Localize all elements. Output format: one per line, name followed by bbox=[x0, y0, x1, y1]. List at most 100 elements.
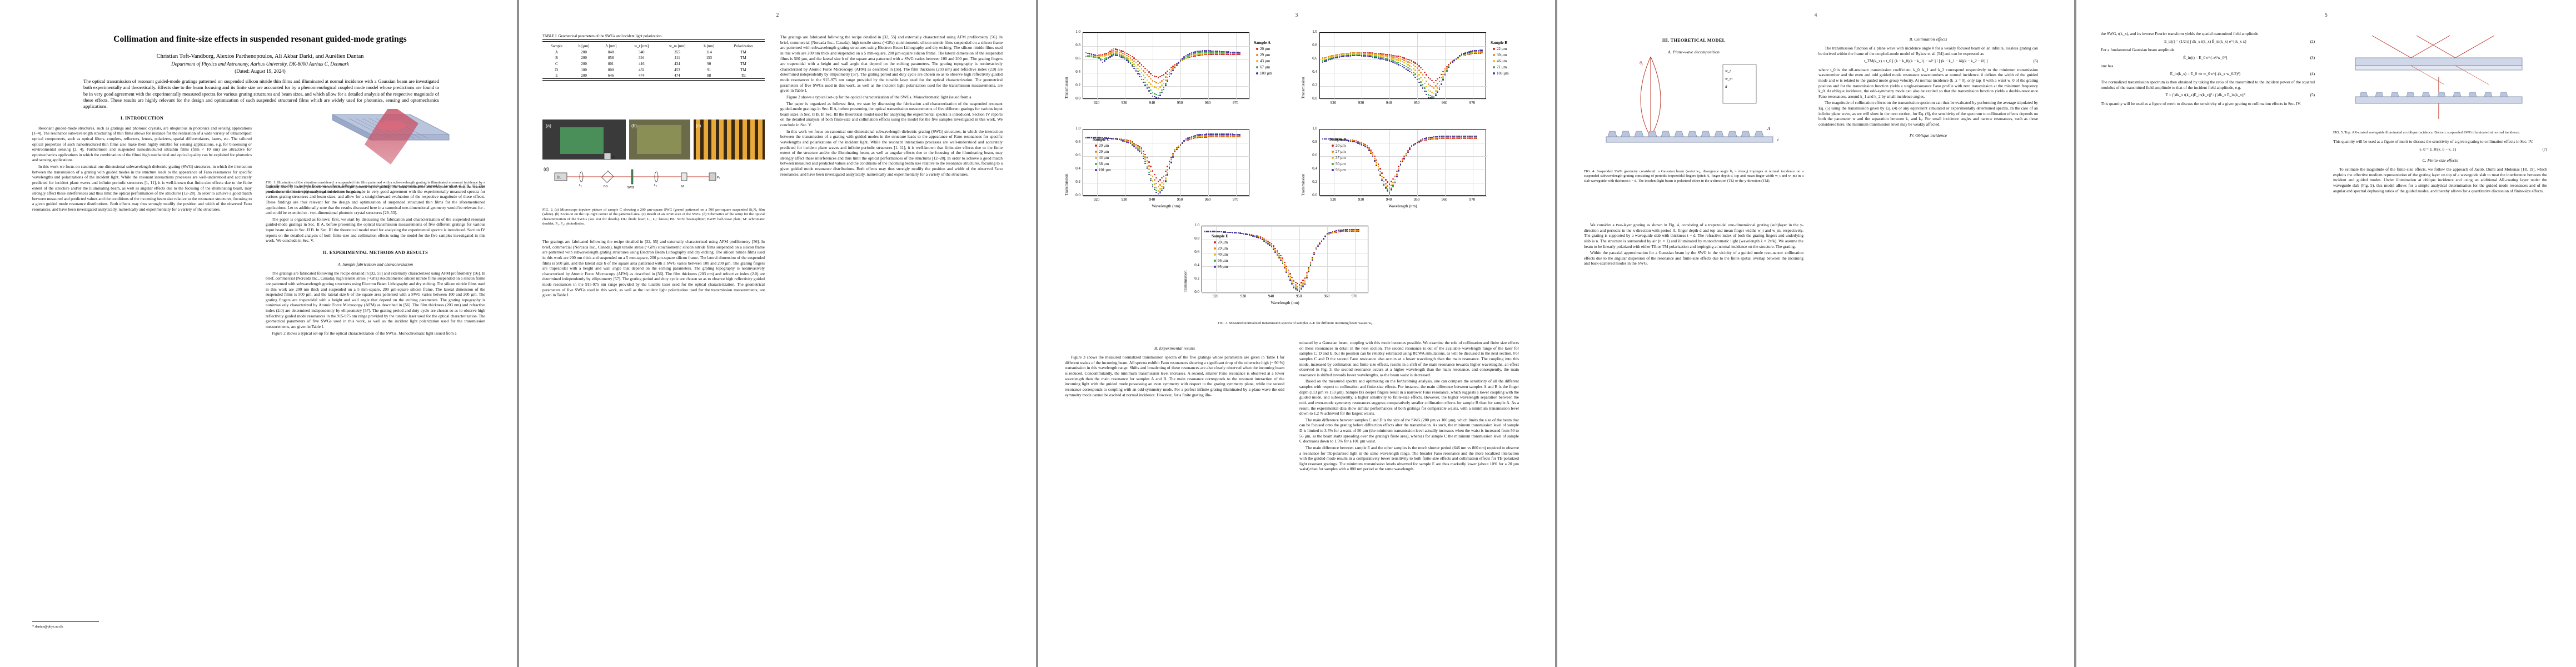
data-point bbox=[1159, 184, 1161, 186]
data-point bbox=[1100, 55, 1102, 57]
data-point bbox=[1414, 73, 1416, 75]
data-point bbox=[1104, 55, 1105, 57]
data-point bbox=[1167, 76, 1168, 78]
data-point bbox=[1297, 289, 1298, 291]
data-point bbox=[1370, 53, 1372, 56]
data-point bbox=[1154, 86, 1155, 88]
data-point bbox=[1387, 55, 1388, 57]
data-point bbox=[1135, 68, 1137, 70]
data-point bbox=[1353, 54, 1355, 57]
data-point bbox=[1337, 57, 1338, 58]
data-point bbox=[1144, 72, 1146, 74]
data-point bbox=[1211, 133, 1213, 135]
data-point bbox=[1379, 171, 1381, 173]
data-point bbox=[1276, 252, 1278, 253]
page2-column-1: The gratings are fabricated following th… bbox=[542, 239, 765, 299]
data-point bbox=[1217, 231, 1219, 233]
data-point bbox=[1096, 57, 1098, 58]
data-point bbox=[1441, 80, 1442, 82]
data-point bbox=[1187, 139, 1189, 141]
data-point bbox=[1427, 137, 1429, 140]
data-point bbox=[1372, 151, 1374, 153]
legend-marker bbox=[1493, 60, 1495, 63]
data-point bbox=[1165, 170, 1167, 172]
data-point bbox=[1422, 79, 1424, 81]
data-point bbox=[1157, 192, 1159, 195]
gridline-horizontal bbox=[1083, 59, 1250, 60]
data-point bbox=[1327, 59, 1329, 61]
data-point bbox=[1459, 135, 1461, 137]
data-point bbox=[1376, 53, 1377, 55]
data-point bbox=[1287, 274, 1289, 276]
data-point bbox=[1218, 52, 1220, 54]
data-point bbox=[1140, 72, 1143, 74]
data-point bbox=[1398, 57, 1399, 59]
data-point bbox=[1306, 277, 1308, 279]
data-point bbox=[1252, 235, 1254, 237]
data-point bbox=[1168, 167, 1170, 169]
data-point bbox=[1207, 51, 1209, 53]
data-point bbox=[1298, 287, 1301, 288]
data-point bbox=[1301, 282, 1302, 283]
data-point bbox=[1368, 147, 1370, 149]
data-point bbox=[1161, 74, 1163, 77]
x-tick-label: 920 bbox=[1093, 101, 1100, 105]
legend-marker bbox=[1493, 66, 1495, 69]
data-point bbox=[1152, 95, 1154, 97]
paragraph: In this work we focus on canonical one-d… bbox=[32, 164, 252, 212]
data-point bbox=[1137, 147, 1139, 149]
data-point bbox=[1387, 53, 1388, 56]
data-point bbox=[1122, 52, 1124, 54]
cell: 394 bbox=[638, 56, 645, 61]
data-point bbox=[1155, 177, 1157, 179]
data-point bbox=[1178, 146, 1179, 148]
data-point bbox=[1111, 49, 1113, 51]
data-point bbox=[1398, 56, 1399, 57]
data-point bbox=[1229, 133, 1232, 135]
data-point bbox=[1163, 74, 1165, 76]
data-point bbox=[1446, 135, 1448, 137]
data-point bbox=[1172, 154, 1174, 156]
legend-label: 71 µm bbox=[1497, 65, 1507, 69]
data-point bbox=[1333, 55, 1335, 57]
data-point bbox=[1267, 243, 1269, 245]
data-point bbox=[1381, 172, 1383, 174]
data-point bbox=[1414, 62, 1416, 64]
data-point bbox=[1167, 173, 1168, 175]
chart-title: Sample E bbox=[1212, 233, 1229, 238]
legend-label: 29 µm bbox=[1218, 246, 1228, 251]
legend-item: 95 µm bbox=[1214, 265, 1228, 269]
legend-label: 101 µm bbox=[1099, 168, 1111, 172]
data-point bbox=[1218, 51, 1220, 52]
data-point bbox=[1132, 56, 1133, 58]
data-point bbox=[1437, 91, 1438, 93]
legend-item: 37 µm bbox=[1332, 156, 1346, 160]
data-point bbox=[1424, 87, 1426, 89]
legend-label: 67 µm bbox=[1260, 65, 1270, 69]
data-point bbox=[1102, 55, 1104, 57]
data-point bbox=[1396, 176, 1398, 177]
data-point bbox=[1280, 257, 1282, 258]
data-point bbox=[1155, 87, 1157, 89]
data-point bbox=[1297, 282, 1298, 285]
data-point bbox=[1403, 57, 1405, 59]
x-tick-label: 960 bbox=[1204, 101, 1211, 105]
legend-label: 30 µm bbox=[1497, 53, 1507, 57]
data-point bbox=[1379, 173, 1381, 175]
data-point bbox=[1466, 136, 1468, 138]
data-point bbox=[1452, 136, 1453, 138]
data-point bbox=[1093, 137, 1094, 138]
svg-text:M: M bbox=[681, 185, 684, 188]
data-point bbox=[1284, 261, 1285, 263]
data-point bbox=[1433, 136, 1435, 138]
data-point bbox=[1322, 138, 1324, 140]
data-point bbox=[1441, 136, 1442, 137]
data-point bbox=[1405, 66, 1407, 68]
paragraph: The gratings are fabricated following th… bbox=[542, 239, 765, 298]
data-point bbox=[1132, 144, 1133, 146]
data-point bbox=[1394, 181, 1396, 183]
data-point bbox=[1422, 74, 1424, 76]
data-point bbox=[1409, 68, 1411, 70]
data-point bbox=[1341, 229, 1343, 231]
y-tick-label: 1.0 bbox=[1194, 223, 1199, 227]
